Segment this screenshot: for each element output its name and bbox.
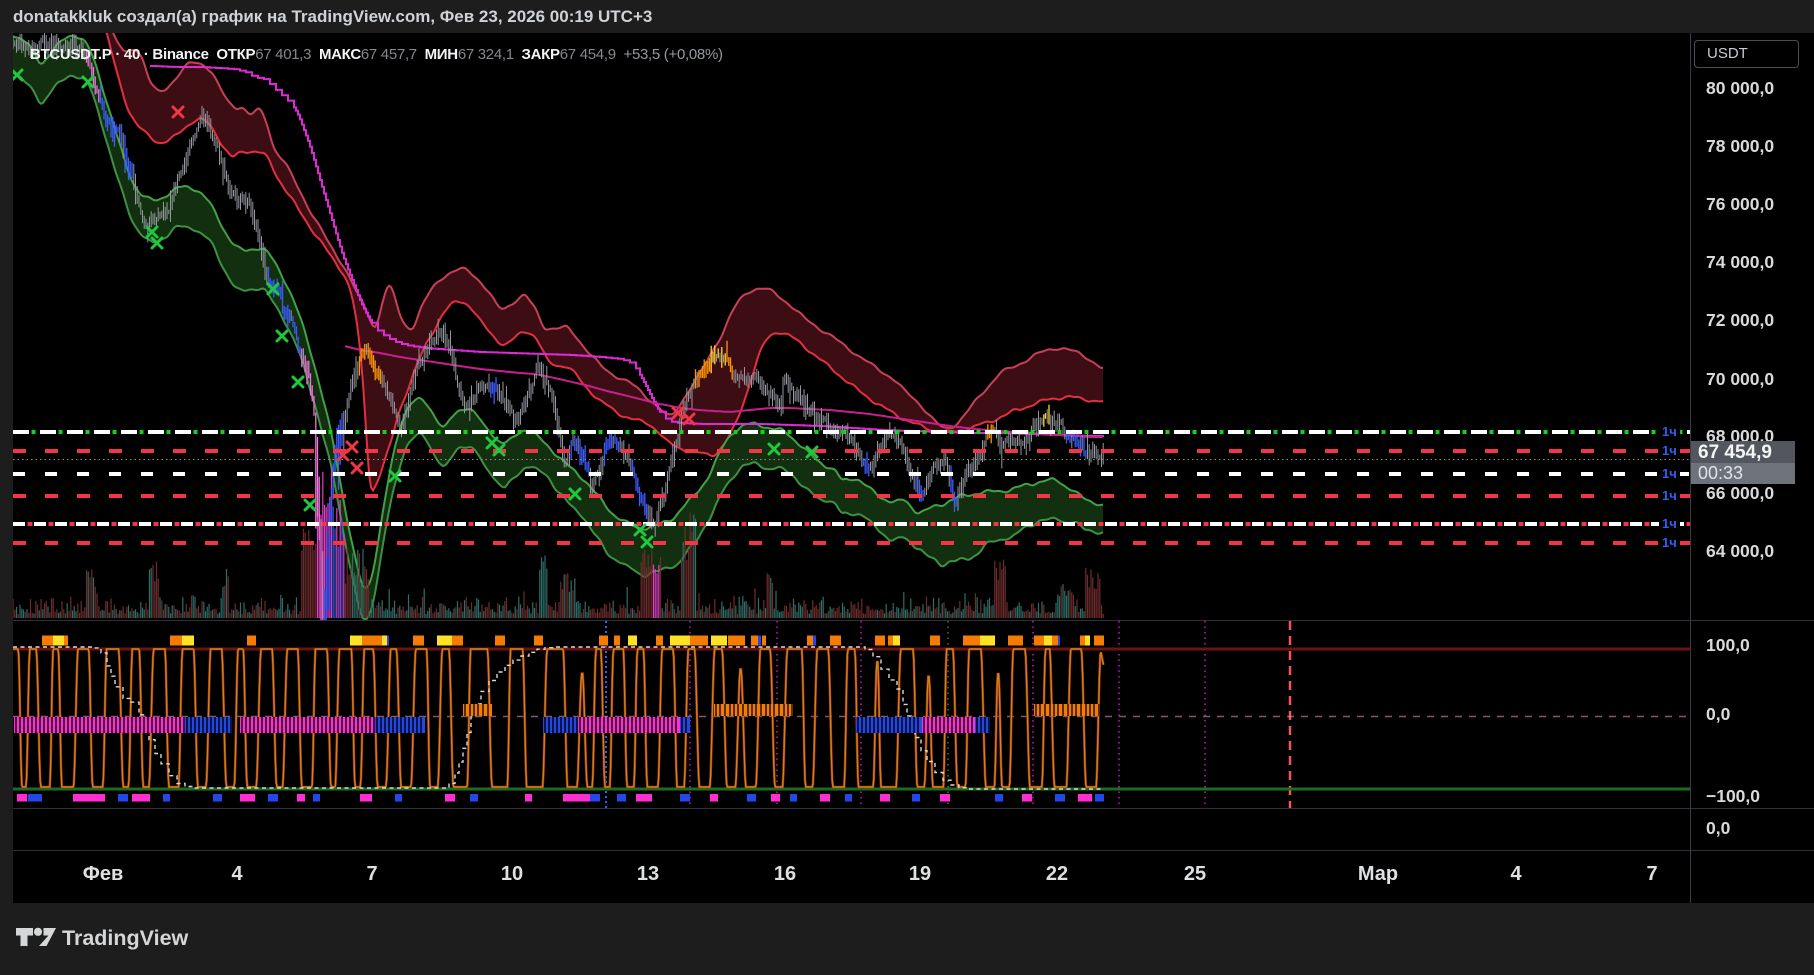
svg-text:TradingView: TradingView [62,926,189,950]
